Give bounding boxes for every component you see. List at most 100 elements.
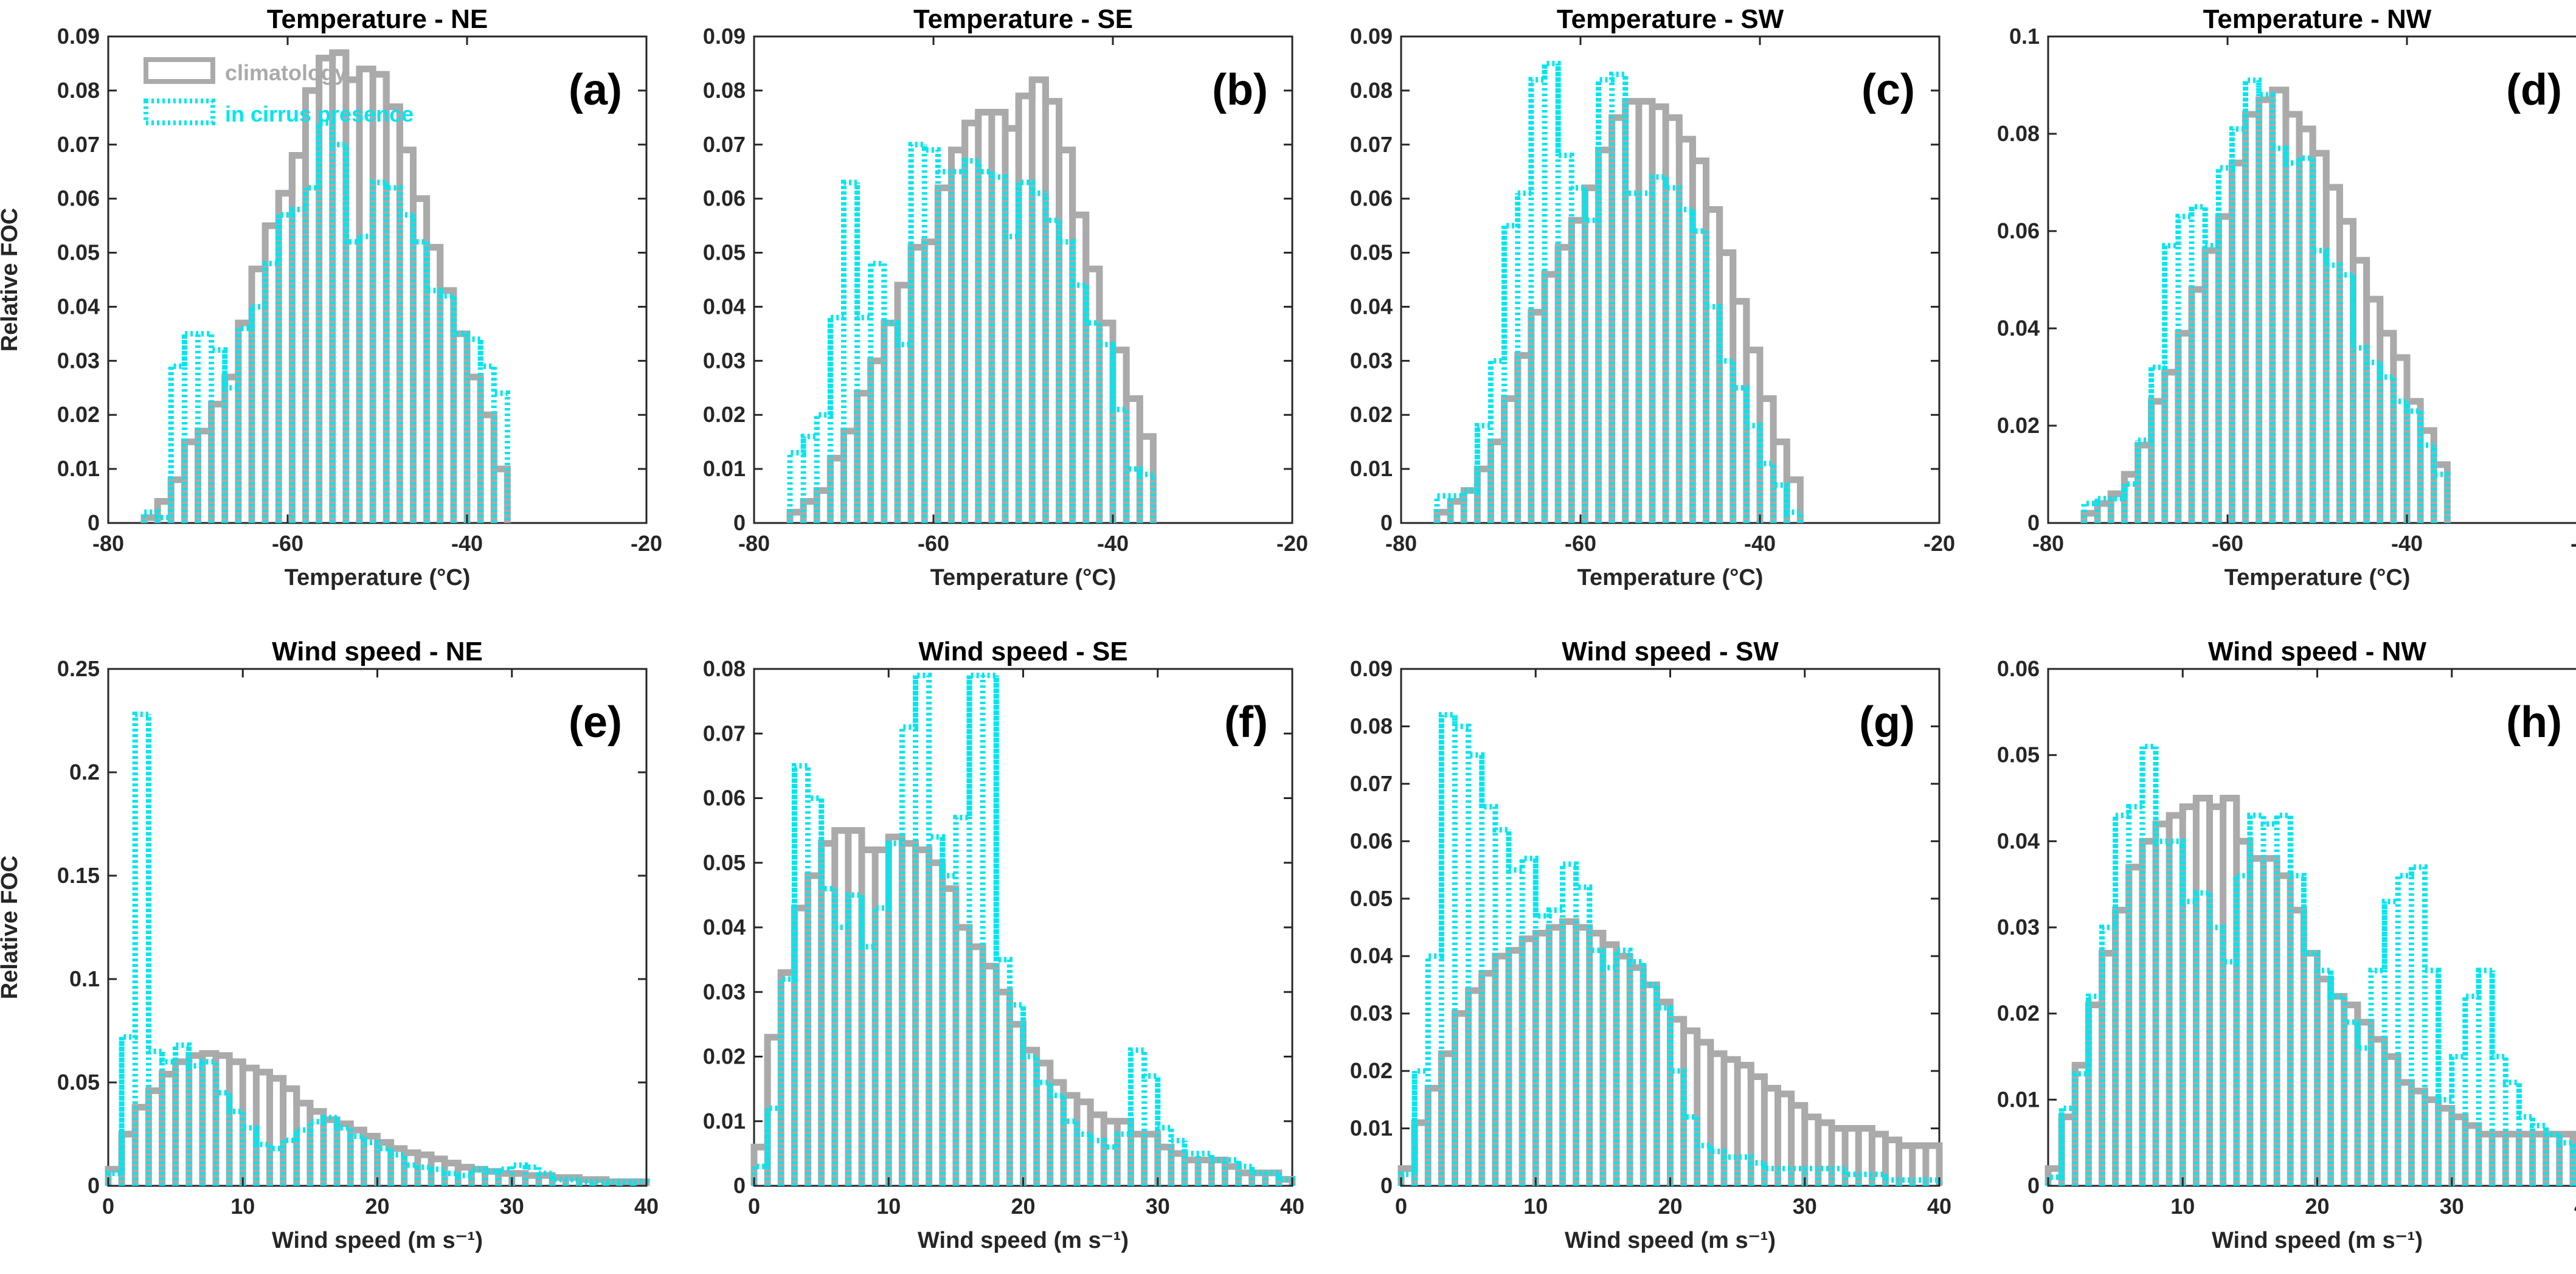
chart-title: Wind speed - SE	[918, 637, 1127, 666]
chart-panel-g: 0 10 20 30 40 0 0.01 0.02 0.03 0.04 0.05 0.06 0.07 0.…	[1350, 637, 1951, 1253]
axes-frame	[107, 35, 648, 524]
y-tick-label: 0.03	[703, 348, 746, 373]
panel-label: (d)	[2506, 66, 2562, 114]
y-tick-label: 0.01	[703, 1109, 746, 1134]
y-tick-label: 0.09	[703, 24, 746, 49]
panel-label: (h)	[2506, 698, 2562, 747]
y-tick-label: 0	[88, 1173, 100, 1198]
y-tick-label: 0.07	[1350, 132, 1393, 157]
y-tick-label: 0.07	[1350, 771, 1393, 796]
y-tick-label: 0.02	[1997, 413, 2040, 438]
y-tick-label: 0.01	[1350, 1116, 1393, 1141]
cirrus-series-outline	[1434, 60, 1803, 523]
x-tick-label: -20	[1276, 531, 1308, 556]
panel-label: (b)	[1212, 66, 1268, 114]
axes-frame	[1400, 35, 1941, 524]
y-tick-label: 0.06	[1350, 828, 1393, 853]
x-tick-label: -80	[738, 531, 770, 556]
x-tick-label: -60	[1565, 531, 1596, 556]
y-tick-label: 0.05	[1350, 886, 1393, 911]
x-tick-label: 20	[365, 1194, 389, 1219]
y-tick-label: 0.07	[703, 721, 746, 746]
x-tick-label: -80	[1385, 531, 1417, 556]
chart-title: Wind speed - NW	[2208, 637, 2426, 666]
y-tick-label: 0.02	[1997, 1001, 2040, 1026]
panel-label: (g)	[1859, 698, 1915, 747]
chart-title: Wind speed - SW	[1562, 637, 1779, 666]
x-tick-label: 40	[634, 1194, 659, 1219]
y-tick-label: 0	[1380, 1173, 1393, 1198]
y-tick-label: 0.25	[57, 656, 100, 681]
y-tick-label: 0.07	[57, 132, 100, 157]
chart-panel-f: 0 10 20 30 40 0 0.01 0.02 0.03 0.04 0.05 0.06 0.07 0.…	[703, 637, 1304, 1253]
y-tick-label: 0.01	[57, 456, 100, 481]
x-tick-label: -20	[631, 531, 662, 556]
y-tick-label: 0	[2027, 510, 2040, 535]
y-tick-label: 0.04	[703, 915, 746, 940]
chart-title: Temperature - SE	[913, 4, 1133, 34]
x-tick-label: -20	[2571, 531, 2576, 556]
x-axis-label: Wind speed (m s⁻¹)	[272, 1228, 483, 1253]
x-axis-label: Temperature (°C)	[1577, 565, 1764, 590]
y-tick-label: 0.02	[1350, 402, 1393, 427]
x-tick-label: -80	[92, 531, 124, 556]
y-axis-label: Relative FOC	[0, 208, 23, 352]
y-tick-label: 0.04	[57, 294, 100, 319]
y-tick-label: 0.08	[703, 78, 746, 103]
y-tick-label: 0.05	[703, 240, 746, 265]
y-tick-label: 0.05	[1350, 240, 1393, 265]
y-tick-label: 0.02	[703, 402, 746, 427]
y-tick-label: 0.03	[1350, 1001, 1393, 1026]
y-tick-label: 0.02	[703, 1044, 746, 1069]
chart-title: Temperature - NW	[2203, 4, 2432, 34]
y-tick-label: 0.01	[703, 456, 746, 481]
y-axis-label: Relative FOC	[0, 856, 23, 1000]
chart-panel-a: -80 -60 -40 -20 0 0.01 0.02 0.03 0.04 0.05 0.06 0.0…	[0, 4, 662, 590]
y-tick-label: 0.03	[1350, 348, 1393, 373]
panel-label: (e)	[569, 698, 622, 747]
y-tick-label: 0.03	[1997, 915, 2040, 940]
y-tick-label: 0.05	[57, 240, 100, 265]
y-tick-label: 0.06	[1997, 218, 2040, 243]
legend-climatology-swatch	[144, 57, 215, 84]
axes-frame	[753, 35, 1293, 524]
y-tick-label: 0.04	[1997, 828, 2040, 853]
x-axis-label: Wind speed (m s⁻¹)	[2212, 1228, 2423, 1253]
y-tick-label: 0.2	[69, 760, 100, 784]
legend-climatology-label: climatology	[225, 60, 347, 85]
y-tick-label: 0.08	[57, 78, 100, 103]
x-axis-label: Temperature (°C)	[285, 565, 471, 590]
x-tick-label: 20	[1011, 1194, 1035, 1219]
x-axis-label: Temperature (°C)	[2225, 565, 2411, 590]
chart-panel-d: -80 -60 -40 -20 0 0.02 0.04 0.06 0.08 0.1 Temperat…	[1997, 4, 2576, 590]
y-tick-label: 0.09	[1350, 24, 1393, 49]
y-tick-label: 0.06	[57, 186, 100, 211]
y-tick-label: 0.01	[1350, 456, 1393, 481]
x-tick-label: 10	[1523, 1194, 1548, 1219]
y-tick-label: 0.06	[1350, 186, 1393, 211]
y-tick-label: 0.1	[69, 966, 100, 991]
x-tick-label: 40	[1927, 1194, 1951, 1219]
panel-label: (c)	[1861, 66, 1915, 114]
x-tick-label: 30	[1146, 1194, 1170, 1219]
y-tick-label: 0.08	[1350, 78, 1393, 103]
panel-label: (a)	[569, 66, 622, 114]
legend-cirrus-swatch	[144, 99, 215, 125]
x-tick-label: -60	[272, 531, 303, 556]
x-tick-label: -60	[918, 531, 949, 556]
cirrus-series-outline	[751, 673, 1295, 1186]
y-tick-label: 0.04	[703, 294, 746, 319]
chart-title: Wind speed - NE	[272, 637, 483, 666]
cirrus-series-outline	[105, 711, 649, 1186]
x-axis-label: Temperature (°C)	[930, 565, 1117, 590]
y-tick-label: 0.04	[1350, 943, 1393, 968]
x-tick-label: 10	[876, 1194, 901, 1219]
legend-cirrus-label: in cirrus presence	[225, 102, 414, 126]
x-tick-label: 30	[2440, 1194, 2464, 1219]
x-tick-label: 0	[2042, 1194, 2054, 1219]
y-tick-label: 0.08	[703, 656, 746, 681]
x-tick-label: -20	[1923, 531, 1955, 556]
y-tick-label: 0.04	[1997, 316, 2040, 341]
x-tick-label: -60	[2212, 531, 2243, 556]
y-tick-label: 0.09	[57, 24, 100, 49]
